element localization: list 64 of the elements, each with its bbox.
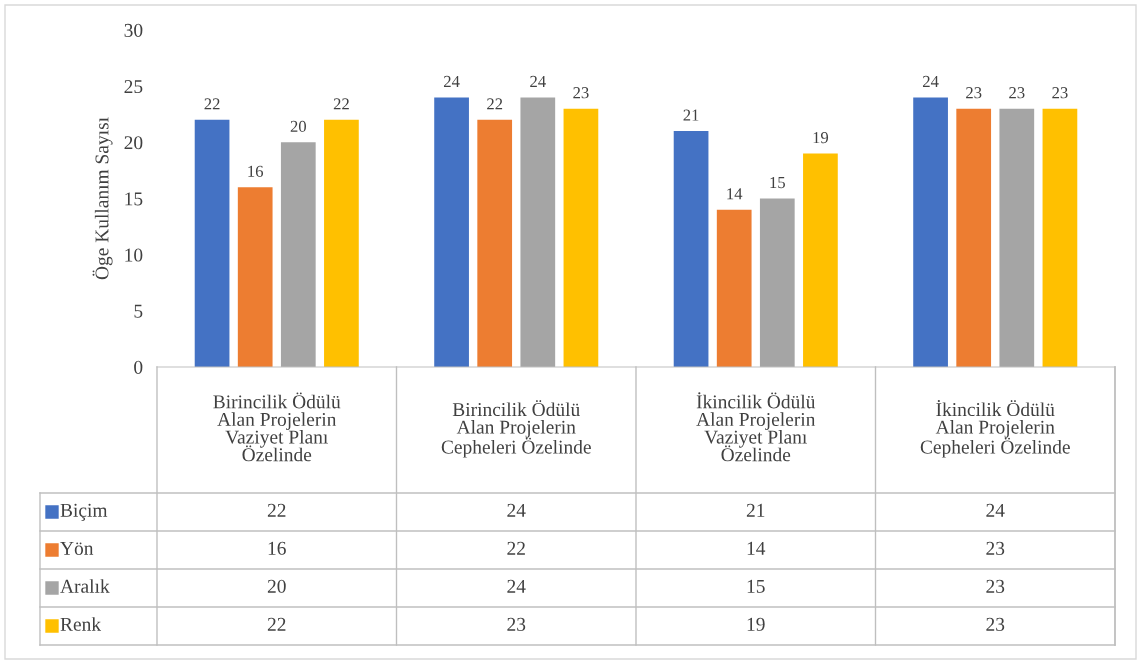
data-label: 24 <box>922 75 939 87</box>
legend-label: Renk <box>60 617 102 631</box>
y-tick-label: 15 <box>125 192 143 206</box>
data-label: 16 <box>248 165 264 177</box>
x-tick-label: Birincilik Ödülü Alan Projelerin Vaziyet Planı Özelinde <box>213 392 341 462</box>
bar <box>673 131 709 367</box>
text: 20 <box>267 579 286 593</box>
text: 22 <box>267 617 286 631</box>
data-label: 23 <box>1052 87 1068 99</box>
bar <box>716 209 752 367</box>
bar <box>956 108 992 367</box>
text: 24 <box>507 579 526 593</box>
data-label: 22 <box>204 98 220 110</box>
y-tick-label: 30 <box>124 23 143 37</box>
text: 19 <box>747 617 765 631</box>
bar <box>280 142 316 367</box>
data-label: 23 <box>573 87 589 99</box>
data-label: 23 <box>1009 87 1025 99</box>
text: 23 <box>986 541 1005 555</box>
text: 24 <box>507 503 526 517</box>
text: 22 <box>507 541 525 555</box>
data-label: 23 <box>966 87 982 99</box>
y-tick-label: 20 <box>124 136 143 150</box>
data-label: 19 <box>813 132 829 144</box>
bar <box>477 119 513 367</box>
bar <box>913 97 948 367</box>
legend-label: Biçim <box>60 503 108 521</box>
bar <box>999 108 1035 367</box>
y-tick-label: 5 <box>134 304 143 318</box>
bar <box>759 198 795 367</box>
bar <box>434 97 469 367</box>
text: 15 <box>747 579 765 593</box>
y-tick-label: 0 <box>134 360 143 374</box>
text: 16 <box>268 541 286 555</box>
data-label: 14 <box>727 188 743 200</box>
bar <box>324 119 359 367</box>
data-label: 24 <box>530 75 546 87</box>
text: 14 <box>747 541 766 555</box>
x-tick-label: Birincilik Ödülü Alan Projelerin Cepheleri Özelinde <box>441 400 591 458</box>
bar <box>803 153 838 367</box>
bar <box>237 187 273 367</box>
data-label: 22 <box>333 98 349 110</box>
bar <box>520 97 556 367</box>
legend-label: Aralık <box>60 579 110 593</box>
x-tick-label: İkincilik Ödülü Alan Projelerin Cepheleri Özelinde <box>920 399 1070 458</box>
data-label: 20 <box>290 120 306 132</box>
bar <box>194 119 230 367</box>
y-tick-label: 10 <box>125 248 143 262</box>
legend-label: Yön <box>60 541 94 555</box>
bar <box>563 108 599 367</box>
text: 23 <box>507 617 526 631</box>
data-label: 21 <box>683 109 699 121</box>
text: 22 <box>267 503 286 517</box>
text: 21 <box>746 503 765 517</box>
x-tick-label: İkincilik Ödülü Alan Projelerin Vaziyet Planı Özelinde <box>696 392 816 462</box>
y-axis-title: Öge Kullanım Sayısı <box>92 117 113 280</box>
text: 23 <box>986 579 1005 593</box>
y-tick-label: 25 <box>124 80 143 94</box>
text: 23 <box>986 617 1005 631</box>
data-label: 22 <box>487 98 503 110</box>
text: 24 <box>986 503 1005 517</box>
data-label: 24 <box>443 75 460 87</box>
data-label: 15 <box>770 177 785 189</box>
bar <box>1042 108 1078 367</box>
